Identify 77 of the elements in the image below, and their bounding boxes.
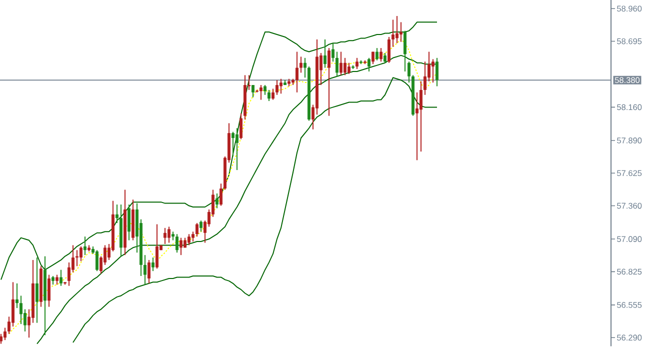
candlestick [400,22,403,42]
candlestick [60,269,62,286]
candlestick [372,51,375,65]
candlestick [188,234,191,246]
candlestick [216,192,219,209]
candlestick [232,131,235,157]
candlestick [392,19,395,48]
candlestick [200,220,203,232]
candlestick [80,246,82,262]
candlestick [0,333,2,344]
candlestick [380,48,383,62]
candlestick [180,237,183,256]
candlestick [384,52,387,64]
candlestick [368,57,371,72]
y-tick-label: 58.160 [617,104,642,110]
candlestick [424,61,427,96]
y-tick-label: 58.695 [617,38,642,44]
y-tick-label: 57.090 [617,236,642,242]
candlestick [240,112,243,140]
candlestick [176,234,178,254]
candlestick [356,57,359,70]
ref-line-label: 58.380 [614,77,640,84]
candlestick [272,88,275,100]
y-tick-label: 56.290 [617,334,642,341]
candlestick [128,204,131,241]
candlestick [12,282,14,328]
candlestick [116,204,118,224]
y-tick-label: 56.825 [617,268,642,275]
candlestick [328,48,331,116]
candlestick [48,274,50,308]
candlestick [96,250,99,272]
candlestick [396,16,399,44]
y-tick-label: 56.555 [617,302,642,308]
candlestick [4,327,6,341]
candlestick [268,89,271,102]
candlestick [264,84,267,96]
candlestick [324,38,327,68]
candlestick [84,236,86,256]
candlestick [408,61,411,84]
candlestick [280,78,283,94]
candlestick [348,62,351,74]
candlestick [344,57,347,76]
candlestick [16,282,18,309]
candlestick [236,128,239,171]
candlestick [276,80,279,96]
candlestick [220,183,223,206]
candlestick [388,36,391,64]
candlestick [436,57,439,87]
candlestick [404,30,407,72]
candlestick [300,56,303,74]
candlestick [192,231,195,242]
candlestick [296,51,299,93]
candlestick [56,274,58,286]
candlestick [332,42,335,62]
y-tick-label: 58.960 [617,6,642,12]
candlestick [416,92,419,161]
candlestick [144,254,146,286]
candlestick [260,84,263,100]
candlestick [196,222,199,238]
candlestick [304,57,307,78]
candlestick [156,224,159,270]
candlestick [68,262,71,286]
y-tick-label: 57.625 [617,170,642,176]
candlestick [340,51,343,76]
candlestick [20,295,22,325]
candlestick [376,48,379,61]
candlestick [420,80,423,152]
candlestick [36,257,38,324]
candlestick [164,227,167,244]
y-tick-label: 57.890 [617,138,642,144]
candlestick [252,84,255,98]
candlestick [336,51,339,77]
candlestick [168,226,171,244]
candlestick [432,58,435,84]
candlestick [152,257,155,272]
candlestick [148,259,150,284]
y-tick-label: 57.360 [617,202,642,209]
